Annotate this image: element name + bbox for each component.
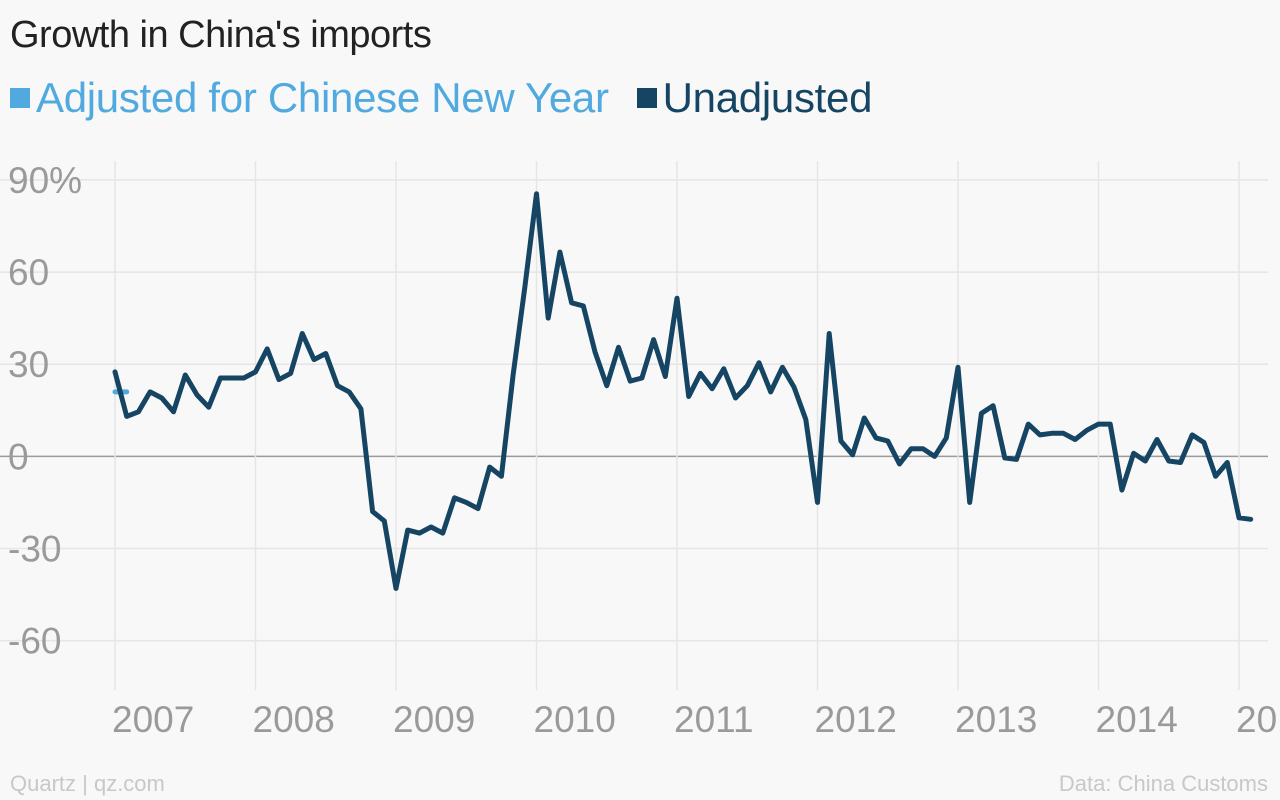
- y-tick-label: -60: [8, 621, 61, 662]
- y-tick-label: 0: [8, 436, 29, 477]
- legend-item-adjusted: Adjusted for Chinese New Year: [10, 74, 609, 122]
- legend-swatch-unadjusted: [636, 88, 657, 108]
- chart-title: Growth in China's imports: [10, 14, 432, 56]
- x-tick-label: 2015: [1236, 699, 1280, 740]
- x-tick-label: 2008: [253, 699, 335, 740]
- x-tick-label: 2007: [112, 699, 194, 740]
- legend: Adjusted for Chinese New Year Unadjusted: [10, 74, 900, 122]
- x-tick-label: 2012: [815, 699, 897, 740]
- footer-source-right: Data: China Customs: [1058, 771, 1268, 796]
- y-tick-label: -30: [8, 529, 61, 570]
- series-line-unadjusted: [112, 191, 1254, 591]
- y-tick-label: 30: [8, 344, 49, 385]
- x-tick-label: 2011: [674, 699, 754, 740]
- x-tick-label: 2009: [393, 699, 475, 740]
- legend-label-adjusted: Adjusted for Chinese New Year: [36, 74, 609, 121]
- y-tick-label: 90%: [8, 160, 82, 201]
- legend-swatch-adjusted: [10, 88, 30, 108]
- x-tick-label: 2010: [534, 699, 616, 740]
- legend-label-unadjusted: Unadjusted: [662, 74, 873, 121]
- x-tick-label: 2014: [1096, 699, 1178, 740]
- x-tick-label: 2013: [955, 699, 1037, 740]
- y-tick-label: 60: [8, 252, 49, 293]
- footer-source-left: Quartz | qz.com: [10, 771, 165, 796]
- legend-item-unadjusted: Unadjusted: [636, 74, 873, 122]
